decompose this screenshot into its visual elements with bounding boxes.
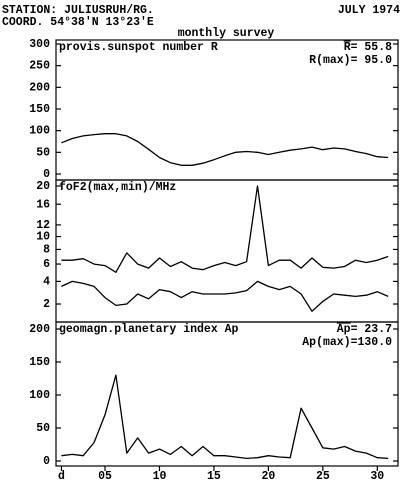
x-tick-label: 20 xyxy=(261,470,275,480)
x-tick-label: 10 xyxy=(153,470,167,480)
y-tick-label: 0 xyxy=(43,168,50,181)
mean-label: Ap= 23.7 xyxy=(337,323,392,336)
subtitle: monthly survey xyxy=(178,27,275,40)
panel-title: foF2(max,min)/MHz xyxy=(59,181,176,194)
mean-label: R= 55.8 xyxy=(344,41,392,54)
x-tick-label: 05 xyxy=(98,470,112,480)
y-tick-label: 200 xyxy=(29,81,50,94)
panel-title: provis.sunspot number R xyxy=(59,41,218,54)
data-line xyxy=(61,133,389,166)
x-tick-label: 30 xyxy=(370,470,384,480)
y-tick-label: 150 xyxy=(29,103,50,116)
y-tick-label: 300 xyxy=(29,38,50,51)
panel-title: geomagn.planetary index Ap xyxy=(59,323,239,336)
y-tick-label: 50 xyxy=(36,146,50,159)
x-tick-label: d xyxy=(58,470,65,480)
x-tick-label: 15 xyxy=(207,470,221,480)
y-tick-label: 6 xyxy=(43,258,50,271)
y-tick-label: 100 xyxy=(29,125,50,138)
y-tick-label: 12 xyxy=(36,219,50,232)
y-tick-label: 20 xyxy=(36,180,50,193)
y-tick-label: 16 xyxy=(36,198,50,211)
coord: COORD. 54°38'N 13°23'E xyxy=(2,16,154,29)
panel-frame xyxy=(55,321,399,467)
y-tick-label: 250 xyxy=(29,60,50,73)
station: STATION: JULIUSRUH/RG. xyxy=(2,4,154,17)
y-tick-label: 2 xyxy=(43,298,50,311)
y-tick-label: 100 xyxy=(29,389,50,402)
data-line xyxy=(61,374,389,460)
y-tick-label: 0 xyxy=(43,455,50,468)
y-tick-label: 10 xyxy=(36,231,50,244)
y-tick-label: 4 xyxy=(43,275,50,288)
y-tick-label: 200 xyxy=(29,323,50,336)
data-line xyxy=(61,280,389,312)
y-tick-label: 8 xyxy=(43,243,50,256)
data-line xyxy=(61,185,389,273)
max-label: R(max)= 95.0 xyxy=(309,54,392,67)
y-tick-label: 50 xyxy=(36,422,50,435)
max-label: Ap(max)=130.0 xyxy=(302,336,392,349)
y-tick-label: 150 xyxy=(29,356,50,369)
x-tick-label: 25 xyxy=(316,470,330,480)
date: JULY 1974 xyxy=(338,4,400,17)
